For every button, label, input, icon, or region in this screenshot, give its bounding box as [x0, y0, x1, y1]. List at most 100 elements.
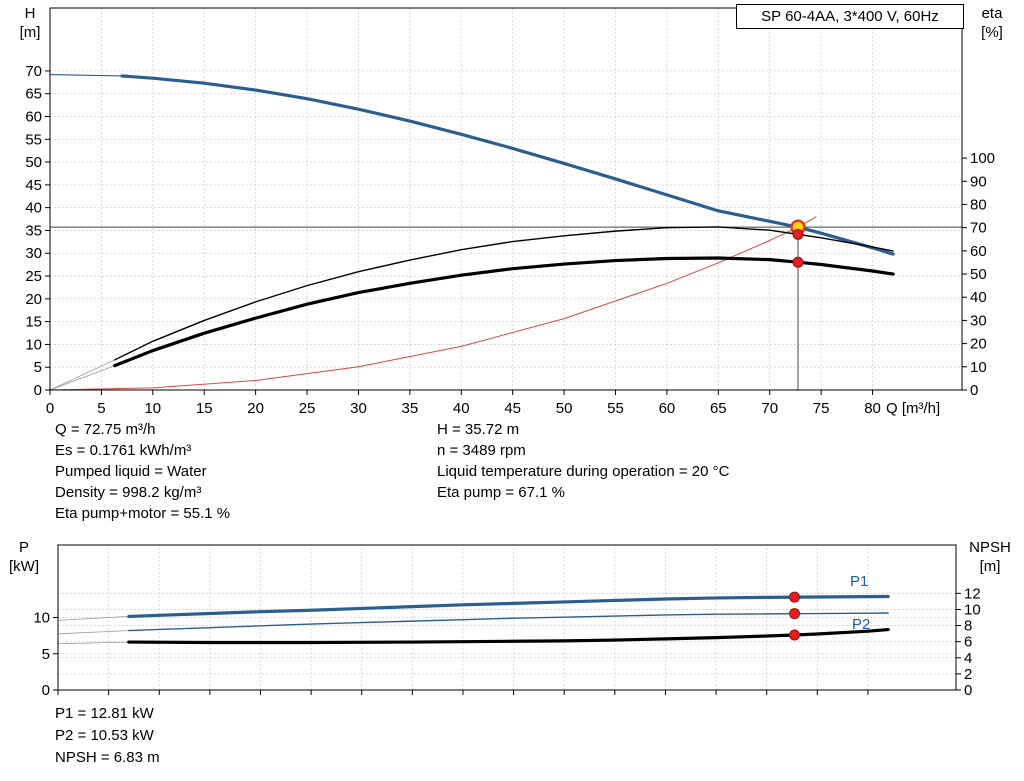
specific-energy-line: Es = 0.1761 kWh/m³ — [55, 442, 192, 459]
svg-text:0: 0 — [42, 682, 50, 699]
svg-text:30: 30 — [970, 312, 987, 329]
p1-point — [789, 591, 801, 603]
system-curve — [49, 216, 817, 391]
svg-text:25: 25 — [25, 268, 42, 285]
p-axis-title-line2: [kW] — [9, 558, 39, 575]
svg-text:60: 60 — [970, 243, 987, 260]
p2-curve-label: P2 — [852, 616, 871, 633]
svg-text:45: 45 — [504, 400, 521, 417]
svg-text:65: 65 — [25, 86, 42, 103]
results-block: P1 = 12.81 kW P2 = 10.53 kW NPSH = 6.83 … — [55, 703, 160, 769]
npsh-point — [789, 629, 801, 641]
svg-text:40: 40 — [970, 289, 987, 306]
h-axis-title: H [m] — [8, 4, 52, 42]
eta-axis-title-line1: eta — [981, 5, 1003, 22]
svg-text:45: 45 — [25, 177, 42, 194]
npsh-axis-title: NPSH [m] — [960, 538, 1020, 576]
head-curve-leader — [49, 73, 123, 77]
svg-text:40: 40 — [453, 400, 470, 417]
svg-text:90: 90 — [970, 173, 987, 190]
svg-text:70: 70 — [761, 400, 778, 417]
svg-text:10: 10 — [25, 336, 42, 353]
svg-text:0: 0 — [964, 682, 972, 699]
eta-pump-curve — [114, 226, 894, 361]
p-axis-title-line1: P — [18, 539, 29, 556]
svg-text:5: 5 — [97, 400, 105, 417]
npsh-axis-title-line2: [m] — [979, 558, 1001, 575]
svg-text:5: 5 — [34, 359, 42, 376]
svg-text:20: 20 — [25, 291, 42, 308]
eta-pump-line: Eta pump = 67.1 % — [437, 484, 565, 501]
svg-text:8: 8 — [964, 618, 972, 635]
p1-curve-label: P1 — [850, 573, 869, 590]
svg-text:40: 40 — [25, 200, 42, 217]
svg-text:30: 30 — [25, 245, 42, 262]
svg-text:50: 50 — [25, 154, 42, 171]
svg-text:12: 12 — [964, 585, 981, 602]
svg-text:0: 0 — [34, 382, 42, 399]
svg-text:4: 4 — [964, 650, 972, 667]
npsh-curve — [127, 627, 890, 645]
svg-text:10: 10 — [33, 610, 50, 627]
svg-text:55: 55 — [607, 400, 624, 417]
svg-text:55: 55 — [25, 131, 42, 148]
pump-model-box: SP 60-4AA, 3*400 V, 60Hz — [736, 4, 964, 29]
head-value-line: H = 35.72 m — [437, 421, 520, 438]
svg-text:2: 2 — [964, 666, 972, 683]
svg-text:0: 0 — [970, 382, 978, 399]
svg-text:35: 35 — [402, 400, 419, 417]
operating-data-right: H = 35.72 m n = 3489 rpm Liquid temperat… — [437, 419, 729, 503]
svg-text:15: 15 — [25, 314, 42, 331]
pumped-liquid-line: Pumped liquid = Water — [55, 463, 207, 480]
npsh-axis-title-line1: NPSH — [969, 539, 1011, 556]
liquid-temperature-line: Liquid temperature during operation = 20… — [437, 463, 730, 480]
eta-pump-motor-curve — [113, 256, 895, 368]
svg-text:80: 80 — [864, 400, 881, 417]
svg-text:20: 20 — [247, 400, 264, 417]
svg-text:20: 20 — [970, 336, 987, 353]
svg-text:60: 60 — [25, 108, 42, 125]
svg-text:6: 6 — [964, 634, 972, 651]
eta-axis-title: eta [%] — [964, 4, 1020, 42]
svg-text:25: 25 — [299, 400, 316, 417]
svg-text:10: 10 — [144, 400, 161, 417]
h-axis-title-line1: H — [24, 5, 36, 22]
eta-pump-motor-line: Eta pump+motor = 55.1 % — [55, 505, 231, 522]
svg-text:0: 0 — [46, 400, 54, 417]
svg-text:70: 70 — [970, 220, 987, 237]
speed-line: n = 3489 rpm — [437, 442, 526, 459]
svg-text:65: 65 — [710, 400, 727, 417]
npsh-result-line: NPSH = 6.83 m — [55, 749, 160, 766]
svg-text:50: 50 — [556, 400, 573, 417]
p2-leader — [57, 630, 130, 635]
svg-text:50: 50 — [970, 266, 987, 283]
p1-result-line: P1 = 12.81 kW — [55, 705, 154, 722]
svg-text:100: 100 — [970, 150, 995, 167]
q-axis-title: Q [m³/h] — [886, 400, 941, 417]
svg-text:5: 5 — [42, 646, 50, 663]
svg-text:70: 70 — [25, 63, 42, 80]
eta-pump-point — [792, 228, 804, 240]
eta-axis-title-line2: [%] — [981, 24, 1003, 41]
p2-curve — [128, 612, 889, 632]
eta-pump-motor-leader — [49, 365, 116, 391]
density-line: Density = 998.2 kg/m³ — [55, 484, 202, 501]
svg-text:10: 10 — [970, 359, 987, 376]
h-axis-title-line2: [m] — [19, 24, 41, 41]
svg-text:80: 80 — [970, 196, 987, 213]
svg-text:15: 15 — [196, 400, 213, 417]
svg-text:10: 10 — [964, 601, 981, 618]
flow-value-line: Q = 72.75 m³/h — [55, 421, 156, 438]
p1-leader — [57, 616, 130, 621]
operating-data-left: Q = 72.75 m³/h Es = 0.1761 kWh/m³ Pumped… — [55, 419, 230, 524]
eta-pump-leader — [49, 359, 116, 391]
p2-result-line: P2 = 10.53 kW — [55, 727, 154, 744]
svg-text:75: 75 — [813, 400, 830, 417]
svg-text:30: 30 — [350, 400, 367, 417]
p-axis-title: P [kW] — [0, 538, 48, 576]
p2-point — [789, 608, 801, 620]
svg-text:35: 35 — [25, 222, 42, 239]
svg-text:60: 60 — [659, 400, 676, 417]
